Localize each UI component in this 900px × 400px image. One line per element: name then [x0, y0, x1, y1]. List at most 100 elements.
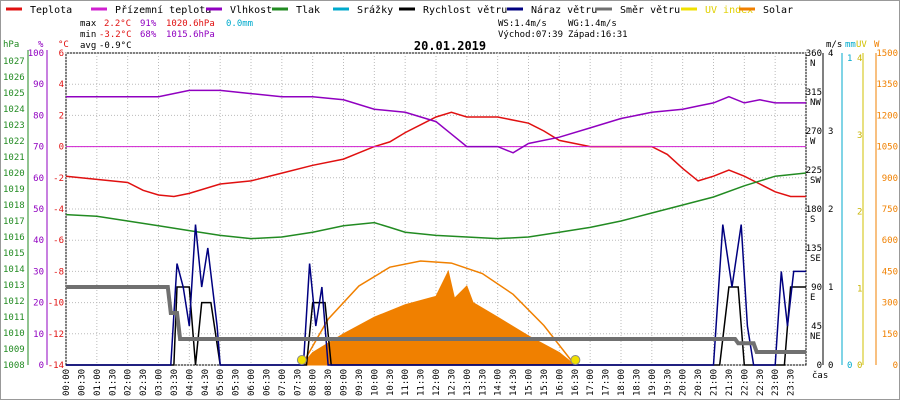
tick-time: 19:30 [663, 369, 673, 396]
tick-time: 06:30 [262, 369, 272, 396]
tick-deg: 135 [806, 244, 822, 254]
stat-min-press: 1015.6hPa [166, 30, 215, 40]
tick-w: 150 [882, 330, 898, 340]
tick-pct: 30 [33, 267, 44, 277]
legend-label: Srážky [357, 4, 393, 16]
tick-hpa: 1015 [3, 249, 25, 259]
tick-uv: 2 [857, 208, 862, 218]
tick-time: 11:30 [417, 369, 427, 396]
tick-time: 19:00 [648, 369, 658, 396]
series-solar-clear-sky [301, 260, 576, 366]
tick-dir: S [810, 215, 815, 225]
tick-time: 20:30 [694, 369, 704, 396]
tick-ms: 4 [828, 49, 833, 59]
tick-degc: -6 [53, 236, 64, 246]
tick-time: 17:30 [602, 369, 612, 396]
stat-min-hum: 68% [140, 30, 157, 40]
axis-label-ms: m/s [826, 40, 842, 50]
series-rychlost-v-tru [66, 286, 806, 366]
right-axes: m/s mm UV W36031527022518013590450NNWWSWSSE… [806, 40, 898, 371]
stat-min-temp: -3.2°C [99, 30, 132, 40]
legend-label: Rychlost větru [423, 4, 507, 16]
tick-time: 03:30 [170, 369, 180, 396]
tick-w: 300 [882, 299, 898, 309]
axis-label-w: W [874, 40, 880, 50]
tick-time: 03:00 [155, 369, 165, 396]
tick-time: 22:30 [756, 369, 766, 396]
tick-time: 15:00 [525, 369, 535, 396]
tick-time: 01:30 [108, 369, 118, 396]
tick-w: 1350 [876, 80, 898, 90]
tick-time: 10:30 [386, 369, 396, 396]
tick-ms: 1 [828, 283, 833, 293]
tick-dir: NW [810, 98, 821, 108]
tick-pct: 60 [33, 174, 44, 184]
tick-deg: 0 [817, 361, 822, 371]
tick-time: 02:30 [139, 369, 149, 396]
series-sm-r-v-tru [66, 285, 806, 354]
tick-w: 600 [882, 236, 898, 246]
tick-time: 04:00 [185, 369, 195, 396]
sun-marker [296, 355, 307, 365]
tick-hpa: 1011 [3, 313, 25, 323]
stat-avg-label: avg [80, 41, 96, 51]
tick-hpa: 1013 [3, 281, 25, 291]
stat-max-temp: 2.2°C [104, 19, 131, 29]
tick-hpa: 1019 [3, 185, 25, 195]
tick-degc: -12 [48, 330, 64, 340]
tick-w: 1050 [876, 143, 898, 153]
tick-hpa: 1008 [3, 361, 25, 371]
tick-hpa: 1021 [3, 153, 25, 163]
sun-marker [570, 355, 581, 365]
tick-degc: -14 [48, 361, 64, 371]
legend-label: Teplota [30, 5, 72, 16]
tick-hpa: 1026 [3, 73, 25, 83]
legend-label: Přízemní teplota [115, 4, 211, 16]
tick-time: 04:30 [201, 369, 211, 396]
stat-min-label: min [80, 30, 96, 40]
sunset-time: Západ:16:31 [568, 30, 628, 40]
stat-max-label: max [80, 19, 97, 29]
tick-uv: 4 [857, 54, 862, 64]
tick-degc: 0 [59, 143, 64, 153]
tick-time: 21:00 [710, 369, 720, 396]
tick-time: 07:00 [278, 369, 288, 396]
tick-degc: -8 [53, 267, 64, 277]
tick-mm: 0 [847, 361, 852, 371]
tick-hpa: 1010 [3, 329, 25, 339]
tick-time: 13:30 [478, 369, 488, 396]
tick-time: 22:00 [740, 369, 750, 396]
tick-time: 01:00 [93, 369, 103, 396]
stats: max 2.2°C 91% 1020.6hPa 0.0mm min -3.2°C 68% 101… [80, 19, 253, 51]
tick-deg: 315 [806, 88, 822, 98]
tick-deg: 90 [811, 283, 822, 293]
tick-deg: 270 [806, 127, 822, 137]
tick-time: 09:00 [340, 369, 350, 396]
tick-time: 16:00 [555, 369, 565, 396]
tick-time: 18:00 [617, 369, 627, 396]
tick-time: 10:00 [370, 369, 380, 396]
tick-time: 17:00 [586, 369, 596, 396]
tick-hpa: 1009 [3, 345, 25, 355]
tick-pct: 70 [33, 143, 44, 153]
sunrise-time: Východ:07:39 [498, 30, 563, 40]
tick-hpa: 1027 [3, 57, 25, 67]
tick-hpa: 1018 [3, 201, 25, 211]
axis-label-pct: % [38, 40, 44, 50]
axis-label-uv: UV [856, 40, 867, 50]
axis-label-degc: °C [58, 40, 69, 50]
tick-time: 16:30 [571, 369, 581, 396]
tick-degc: -10 [48, 299, 64, 309]
series [65, 89, 807, 366]
tick-time: 05:00 [216, 369, 226, 396]
tick-time: 13:00 [463, 369, 473, 396]
tick-time: 12:00 [432, 369, 442, 396]
tick-time: 15:30 [540, 369, 550, 396]
legend-label: UV index [705, 5, 753, 16]
series-n-raz-v-tru [66, 224, 806, 366]
tick-hpa: 1023 [3, 121, 25, 131]
tick-time: 12:30 [447, 369, 457, 396]
tick-pct: 40 [33, 236, 44, 246]
tick-time: 23:30 [787, 369, 797, 396]
